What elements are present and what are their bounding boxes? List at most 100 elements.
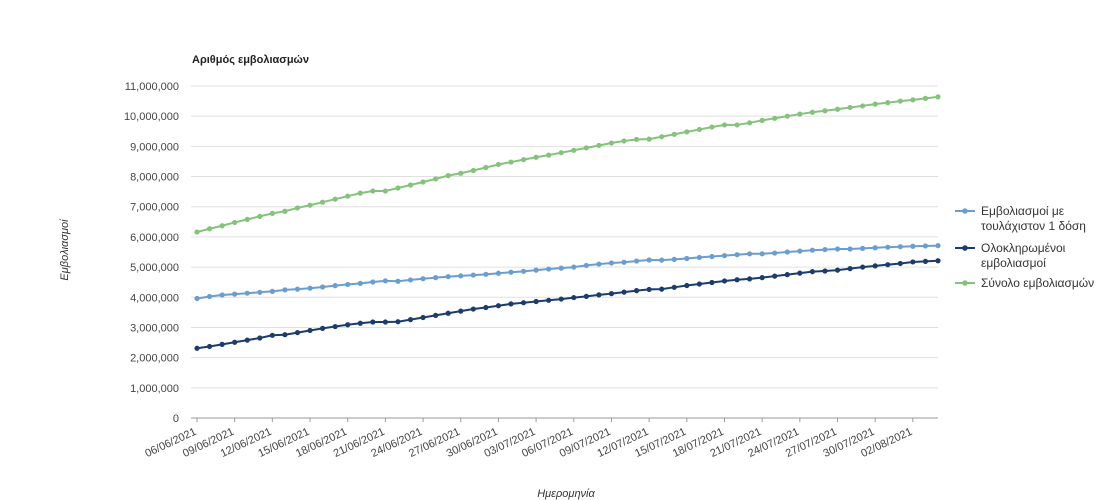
data-point — [608, 260, 615, 266]
legend-label: Εμβολιασμοί με — [981, 204, 1065, 218]
data-point — [533, 267, 539, 273]
data-point — [520, 268, 527, 274]
data-point — [659, 134, 665, 140]
data-point — [319, 284, 326, 290]
data-point — [596, 261, 602, 267]
chart-title: Αριθμός εμβολιασμών — [192, 54, 309, 66]
data-point — [571, 294, 577, 301]
data-point — [370, 188, 376, 194]
data-point — [470, 272, 476, 278]
data-point — [483, 271, 489, 277]
data-point — [194, 345, 200, 351]
data-point — [910, 259, 916, 265]
data-point — [508, 301, 514, 307]
data-point — [747, 120, 753, 126]
data-point — [382, 188, 388, 194]
y-tick-label: 4,000,000 — [130, 292, 179, 304]
legend-swatch-marker — [962, 208, 968, 214]
data-point — [244, 216, 250, 222]
legend-swatch-marker — [962, 280, 968, 286]
data-point — [734, 277, 740, 283]
data-point — [370, 279, 376, 285]
data-point — [571, 147, 577, 153]
data-point — [872, 263, 878, 269]
data-point — [608, 140, 615, 146]
data-point — [307, 202, 313, 208]
data-point — [483, 304, 489, 311]
data-point — [747, 276, 753, 282]
data-point — [834, 106, 841, 112]
data-point — [696, 126, 702, 133]
data-point — [219, 223, 225, 229]
data-point — [420, 179, 426, 185]
data-point — [244, 337, 250, 343]
data-point — [709, 124, 715, 130]
data-point — [257, 213, 263, 219]
data-point — [834, 246, 841, 252]
data-point — [219, 341, 225, 347]
legend-item: Σύνολο εμβολιασμών — [955, 276, 1094, 290]
data-point — [332, 196, 338, 202]
data-point — [935, 94, 941, 100]
data-point — [219, 292, 225, 298]
data-point — [445, 310, 451, 316]
data-point — [458, 308, 464, 314]
data-point — [244, 290, 250, 296]
data-point — [847, 246, 853, 252]
data-point — [922, 95, 929, 101]
data-point — [232, 339, 238, 345]
data-point — [395, 319, 401, 325]
data-point — [508, 159, 514, 165]
data-point — [433, 312, 439, 318]
data-point — [420, 314, 426, 321]
data-point — [546, 152, 552, 158]
data-point — [232, 219, 238, 226]
data-point — [520, 300, 527, 306]
data-point — [885, 244, 891, 250]
series-3 — [194, 94, 941, 235]
data-point — [583, 145, 589, 151]
grid — [191, 85, 938, 419]
y-tick-label: 8,000,000 — [130, 172, 179, 184]
data-point — [257, 289, 263, 295]
data-point — [922, 258, 929, 264]
series-2 — [194, 258, 941, 351]
data-point — [357, 280, 363, 286]
data-point — [797, 270, 803, 276]
legend-label: Σύνολο εμβολιασμών — [981, 276, 1094, 290]
data-point — [822, 268, 828, 274]
data-point — [734, 122, 740, 128]
data-point — [357, 320, 363, 326]
data-point — [483, 164, 489, 171]
data-point — [558, 296, 564, 302]
data-point — [520, 157, 527, 163]
data-point — [709, 279, 715, 286]
data-point — [282, 332, 288, 338]
data-point — [847, 266, 853, 272]
data-point — [684, 255, 690, 262]
data-point — [860, 264, 866, 270]
data-point — [621, 138, 627, 144]
data-point — [194, 229, 200, 235]
data-point — [721, 278, 728, 284]
y-tick-label: 6,000,000 — [130, 232, 179, 244]
data-point — [759, 251, 765, 257]
data-point — [345, 281, 351, 288]
data-point — [847, 104, 853, 111]
data-point — [282, 208, 288, 214]
y-axis-label: Εμβολιασμοί — [59, 218, 71, 281]
data-point — [307, 285, 313, 291]
data-point — [684, 282, 690, 289]
data-point — [257, 335, 263, 341]
data-point — [659, 286, 665, 292]
data-point — [583, 262, 589, 269]
data-point — [508, 269, 514, 275]
data-point — [345, 322, 351, 328]
series-1 — [194, 243, 941, 302]
data-point — [345, 193, 351, 199]
y-tick-label: 2,000,000 — [130, 353, 179, 365]
data-point — [546, 297, 552, 303]
data-point — [232, 291, 238, 297]
data-point — [420, 276, 426, 282]
